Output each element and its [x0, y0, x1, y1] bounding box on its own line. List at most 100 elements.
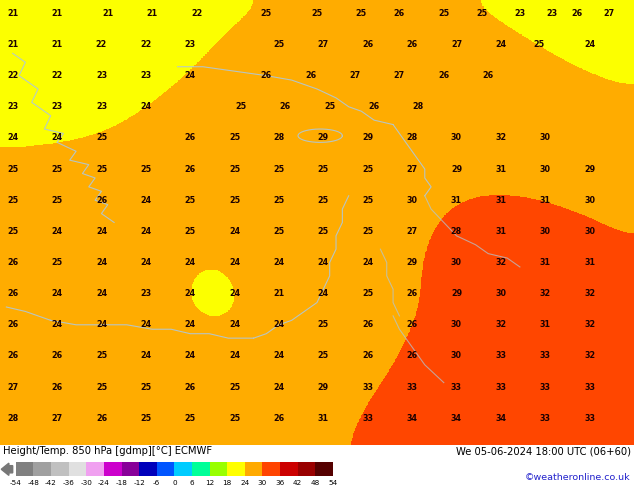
Text: 34: 34: [495, 414, 507, 423]
Text: 24: 24: [229, 351, 240, 361]
Text: -12: -12: [133, 480, 145, 486]
Text: 24: 24: [140, 351, 152, 361]
Text: 30: 30: [451, 351, 462, 361]
Text: 25: 25: [96, 351, 107, 361]
Text: 25: 25: [51, 165, 63, 173]
Text: 21: 21: [7, 40, 18, 49]
Text: 26: 26: [406, 320, 418, 329]
Text: 32: 32: [584, 320, 595, 329]
Text: 25: 25: [476, 9, 488, 18]
Text: 32: 32: [495, 133, 507, 143]
Text: 25: 25: [273, 227, 285, 236]
Text: 27: 27: [7, 383, 18, 392]
Text: 26: 26: [7, 351, 18, 361]
Text: 24: 24: [362, 258, 373, 267]
Text: 26: 26: [184, 133, 196, 143]
Text: 25: 25: [362, 227, 373, 236]
Text: 26: 26: [406, 40, 418, 49]
Text: 24: 24: [273, 320, 285, 329]
Text: 25: 25: [7, 165, 18, 173]
Bar: [157, 462, 174, 476]
Text: 25: 25: [229, 133, 240, 143]
Text: 24: 24: [184, 351, 196, 361]
Text: 24: 24: [51, 289, 63, 298]
Text: 24: 24: [184, 320, 196, 329]
Text: 31: 31: [540, 258, 551, 267]
Text: 24: 24: [584, 40, 595, 49]
Bar: [227, 462, 245, 476]
Text: 25: 25: [318, 320, 329, 329]
Text: -30: -30: [81, 480, 92, 486]
Text: 25: 25: [184, 414, 196, 423]
Text: 27: 27: [318, 40, 329, 49]
Text: 34: 34: [451, 414, 462, 423]
Text: 25: 25: [7, 196, 18, 205]
Text: 21: 21: [146, 9, 158, 18]
Text: -18: -18: [115, 480, 127, 486]
Text: 24: 24: [51, 320, 63, 329]
Text: 33: 33: [495, 351, 507, 361]
Bar: [245, 462, 262, 476]
Text: 26: 26: [7, 320, 18, 329]
Text: 25: 25: [362, 289, 373, 298]
Text: 30: 30: [406, 196, 418, 205]
Text: 23: 23: [546, 9, 557, 18]
Text: 29: 29: [362, 133, 373, 143]
Text: 30: 30: [258, 480, 267, 486]
Text: 22: 22: [7, 71, 18, 80]
Text: 24: 24: [96, 320, 107, 329]
Text: 30: 30: [451, 133, 462, 143]
Text: 28: 28: [406, 133, 418, 143]
Text: 26: 26: [362, 351, 373, 361]
Text: 29: 29: [406, 258, 418, 267]
Text: 29: 29: [451, 289, 462, 298]
Text: 33: 33: [540, 414, 551, 423]
Text: 25: 25: [235, 102, 247, 111]
Text: 27: 27: [406, 227, 418, 236]
Text: 24: 24: [140, 258, 152, 267]
Text: 33: 33: [584, 383, 595, 392]
Text: 31: 31: [495, 196, 507, 205]
Text: Height/Temp. 850 hPa [gdmp][°C] ECMWF: Height/Temp. 850 hPa [gdmp][°C] ECMWF: [3, 446, 212, 456]
Text: 24: 24: [229, 320, 240, 329]
Text: 26: 26: [571, 9, 583, 18]
Text: 31: 31: [495, 227, 507, 236]
Text: 30: 30: [540, 133, 551, 143]
Bar: [210, 462, 227, 476]
Text: 25: 25: [96, 165, 107, 173]
Text: 32: 32: [584, 351, 595, 361]
Text: 30: 30: [495, 289, 507, 298]
Bar: [280, 462, 297, 476]
Text: 32: 32: [495, 320, 507, 329]
Text: 28: 28: [7, 414, 18, 423]
Text: 30: 30: [451, 320, 462, 329]
Text: 42: 42: [293, 480, 302, 486]
Text: 25: 25: [356, 9, 367, 18]
Text: 29: 29: [451, 165, 462, 173]
Text: 29: 29: [318, 133, 329, 143]
Text: 33: 33: [406, 383, 418, 392]
Text: 25: 25: [324, 102, 335, 111]
Text: 25: 25: [318, 196, 329, 205]
Text: 26: 26: [280, 102, 291, 111]
Text: 30: 30: [540, 165, 551, 173]
Text: 25: 25: [261, 9, 272, 18]
Bar: [262, 462, 280, 476]
Text: 25: 25: [362, 165, 373, 173]
Text: 25: 25: [318, 227, 329, 236]
Text: 25: 25: [229, 383, 240, 392]
Text: 31: 31: [540, 320, 551, 329]
Text: 31: 31: [540, 196, 551, 205]
Text: 25: 25: [7, 227, 18, 236]
Text: 29: 29: [318, 383, 329, 392]
Text: 25: 25: [362, 196, 373, 205]
Text: 27: 27: [349, 71, 361, 80]
Text: 33: 33: [451, 383, 462, 392]
Text: 24: 24: [273, 258, 285, 267]
Text: 24: 24: [96, 258, 107, 267]
Text: 31: 31: [451, 196, 462, 205]
Bar: [192, 462, 210, 476]
Text: 29: 29: [584, 165, 595, 173]
Text: 30: 30: [584, 196, 595, 205]
Text: 33: 33: [540, 383, 551, 392]
